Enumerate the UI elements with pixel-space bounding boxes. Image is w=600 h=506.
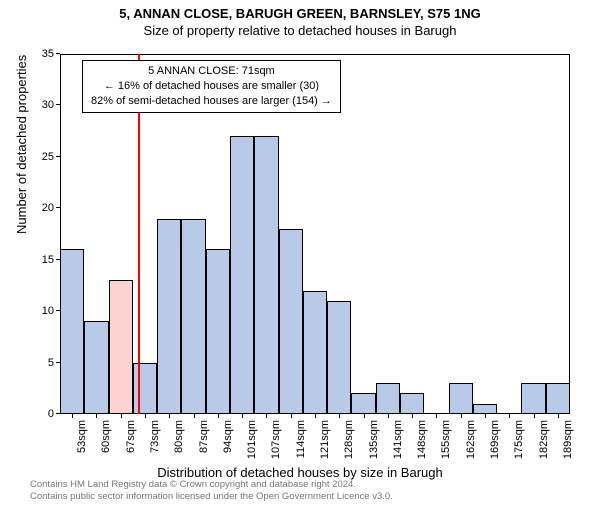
xtick-mark <box>461 414 462 418</box>
xtick-mark <box>194 414 195 418</box>
xtick-mark <box>315 414 316 418</box>
annotation-line1: 5 ANNAN CLOSE: 71sqm <box>91 64 332 79</box>
annotation-line3: 82% of semi-detached houses are larger (… <box>91 94 332 109</box>
xtick-label: 101sqm <box>246 420 258 459</box>
ytick-mark <box>56 104 60 105</box>
xtick-label: 162sqm <box>465 420 477 459</box>
ytick-mark <box>56 53 60 54</box>
xtick-mark <box>242 414 243 418</box>
ytick-label: 30 <box>42 99 54 111</box>
xtick-mark <box>388 414 389 418</box>
xtick-label: 114sqm <box>295 420 307 458</box>
xtick-label: 189sqm <box>562 420 574 459</box>
chart-title-main: 5, ANNAN CLOSE, BARUGH GREEN, BARNSLEY, … <box>0 6 600 21</box>
bar <box>109 280 133 414</box>
bar <box>60 249 84 414</box>
ytick-mark <box>56 413 60 414</box>
footer-line2: Contains public sector information licen… <box>30 491 393 502</box>
xtick-mark <box>339 414 340 418</box>
xtick-mark <box>558 414 559 418</box>
xtick-mark <box>291 414 292 418</box>
ytick-label: 5 <box>48 357 54 369</box>
bar <box>84 321 108 414</box>
xtick-label: 53sqm <box>76 420 88 453</box>
xtick-label: 148sqm <box>416 420 428 459</box>
ytick-mark <box>56 310 60 311</box>
y-axis-label: Number of detached properties <box>14 55 29 234</box>
ytick-mark <box>56 207 60 208</box>
xtick-mark <box>412 414 413 418</box>
x-axis-label: Distribution of detached houses by size … <box>0 465 600 480</box>
ytick-mark <box>56 362 60 363</box>
xtick-label: 94sqm <box>222 420 234 453</box>
xtick-label: 121sqm <box>319 420 331 459</box>
xtick-label: 67sqm <box>125 420 137 453</box>
xtick-label: 73sqm <box>149 420 161 453</box>
bar <box>376 383 400 414</box>
xtick-mark <box>218 414 219 418</box>
xtick-mark <box>96 414 97 418</box>
xtick-mark <box>534 414 535 418</box>
chart-title-sub: Size of property relative to detached ho… <box>0 23 600 38</box>
ytick-label: 10 <box>42 305 54 317</box>
xtick-mark <box>72 414 73 418</box>
xtick-label: 80sqm <box>173 420 185 453</box>
xtick-mark <box>485 414 486 418</box>
bar <box>230 136 254 414</box>
ytick-label: 15 <box>42 254 54 266</box>
bar <box>303 291 327 414</box>
ytick-mark <box>56 156 60 157</box>
xtick-mark <box>266 414 267 418</box>
bar <box>400 393 424 414</box>
xtick-mark <box>509 414 510 418</box>
bar <box>546 383 570 414</box>
bar <box>254 136 278 414</box>
xtick-label: 169sqm <box>489 420 501 459</box>
ytick-mark <box>56 259 60 260</box>
annotation-line2: ← 16% of detached houses are smaller (30… <box>91 79 332 94</box>
footer-attribution: Contains HM Land Registry data © Crown c… <box>30 479 393 502</box>
annotation-box: 5 ANNAN CLOSE: 71sqm ← 16% of detached h… <box>82 60 341 113</box>
bar <box>473 404 497 414</box>
bar <box>279 229 303 414</box>
xtick-mark <box>436 414 437 418</box>
bar <box>157 219 181 414</box>
xtick-label: 135sqm <box>368 420 380 459</box>
bar <box>206 249 230 414</box>
bar <box>521 383 545 414</box>
chart-plot-area: 05101520253035 53sqm60sqm67sqm73sqm80sqm… <box>60 54 570 414</box>
ytick-label: 35 <box>42 48 54 60</box>
xtick-label: 107sqm <box>270 420 282 459</box>
bar <box>449 383 473 414</box>
ytick-label: 25 <box>42 151 54 163</box>
bar <box>133 363 157 414</box>
xtick-label: 128sqm <box>343 420 355 459</box>
ytick-label: 20 <box>42 202 54 214</box>
bar <box>351 393 375 414</box>
ytick-label: 0 <box>48 408 54 420</box>
bar <box>181 219 205 414</box>
xtick-label: 141sqm <box>392 420 404 459</box>
xtick-mark <box>364 414 365 418</box>
xtick-mark <box>145 414 146 418</box>
xtick-label: 175sqm <box>513 420 525 459</box>
xtick-label: 155sqm <box>440 420 452 459</box>
xtick-mark <box>121 414 122 418</box>
xtick-label: 60sqm <box>100 420 112 453</box>
footer-line1: Contains HM Land Registry data © Crown c… <box>30 479 393 490</box>
xtick-mark <box>169 414 170 418</box>
bar <box>327 301 351 414</box>
xtick-label: 182sqm <box>538 420 550 459</box>
xtick-label: 87sqm <box>198 420 210 453</box>
